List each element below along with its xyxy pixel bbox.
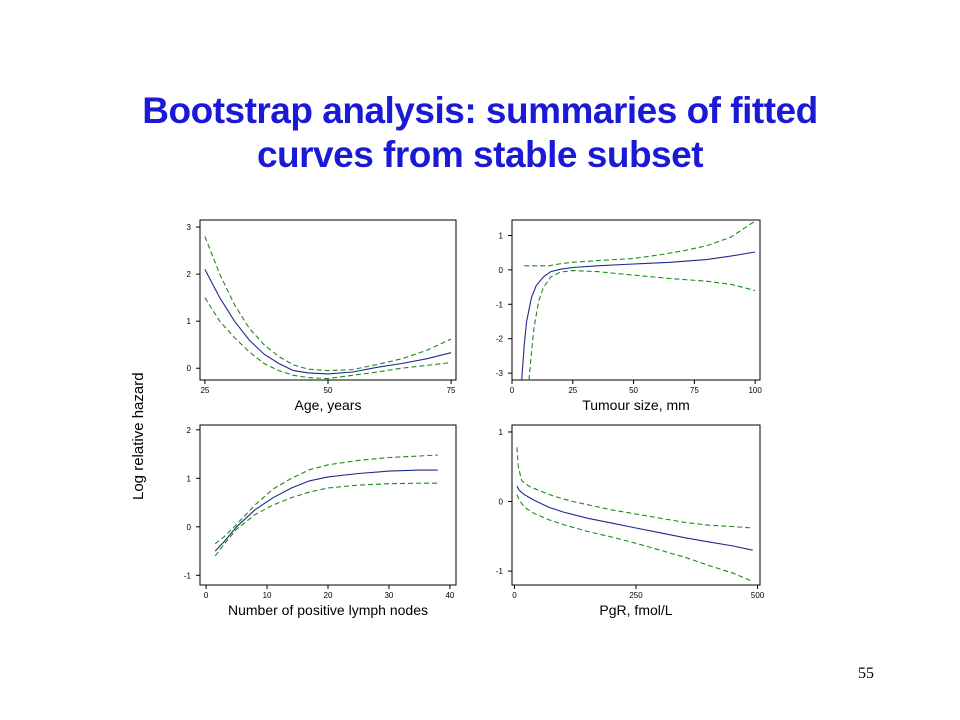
x-axis-label: PgR, fmol/L [599, 602, 672, 618]
confidence-band-curve [214, 482, 438, 557]
x-tick-label: 50 [324, 386, 333, 395]
y-tick-label: -1 [184, 571, 192, 580]
y-tick-label: -2 [496, 335, 504, 344]
y-tick-label: 1 [499, 231, 504, 240]
slide-title-line1: Bootstrap analysis: summaries of fitted [142, 90, 818, 131]
x-tick-label: 500 [751, 591, 765, 600]
y-tick-label: 2 [187, 426, 192, 435]
fitted-curve [516, 485, 753, 551]
x-tick-label: 30 [384, 591, 393, 600]
y-tick-label: -3 [496, 369, 504, 378]
confidence-band-curve [516, 494, 753, 583]
confidence-band-curve [524, 220, 756, 267]
y-tick-label: -1 [496, 300, 504, 309]
y-tick-label: 1 [187, 474, 192, 483]
x-tick-label: 20 [324, 591, 333, 600]
y-tick-label: 0 [187, 364, 192, 373]
fitted-curve [214, 469, 438, 552]
confidence-band-curve [528, 270, 756, 380]
y-tick-label: 0 [187, 523, 192, 532]
x-tick-label: 250 [629, 591, 643, 600]
fitted-curve [521, 251, 756, 380]
page-number: 55 [858, 665, 874, 682]
x-tick-label: 0 [204, 591, 209, 600]
fitted-curve [204, 269, 452, 375]
y-tick-label: 1 [499, 428, 504, 437]
y-tick-label: 0 [499, 498, 504, 507]
x-tick-label: 100 [748, 386, 762, 395]
slide-title-line2: curves from stable subset [256, 134, 704, 175]
plot-frame [511, 424, 761, 586]
chart-panel-3: 0 10 20 30 40 -1 0 1 2 Number of positive lymph n… [184, 424, 457, 618]
y-tick-label: 1 [187, 317, 192, 326]
x-tick-label: 0 [512, 591, 517, 600]
plot-frame [199, 424, 457, 586]
confidence-band-curve [214, 454, 438, 545]
x-tick-label: 25 [568, 386, 577, 395]
y-tick-label: 3 [187, 223, 192, 232]
y-tick-label: -1 [496, 567, 504, 576]
x-axis-label: Age, years [295, 397, 362, 413]
plot-frame [199, 219, 457, 381]
x-tick-label: 50 [629, 386, 638, 395]
x-tick-label: 40 [445, 591, 454, 600]
chart-panel-2: 0 25 50 75 100 -3 -2 -1 0 1 Tumour size, mm [496, 219, 762, 413]
x-axis-label: Tumour size, mm [582, 397, 690, 413]
x-tick-label: 25 [200, 386, 209, 395]
confidence-band-curve [204, 297, 452, 380]
x-axis-label: Number of positive lymph nodes [228, 602, 428, 618]
chart-panel-4: 0 250 500 -1 0 1 PgR, fmol/L [496, 424, 765, 618]
y-tick-label: 2 [187, 270, 192, 279]
y-tick-label: 0 [499, 266, 504, 275]
x-tick-label: 75 [690, 386, 699, 395]
confidence-band-curve [516, 447, 753, 529]
x-tick-label: 10 [263, 591, 272, 600]
x-tick-label: 0 [510, 386, 515, 395]
chart-panel-1: 25 50 75 0 1 2 3 Age, years [187, 219, 457, 413]
confidence-band-curve [204, 236, 452, 372]
plot-frame [511, 219, 761, 381]
x-tick-label: 75 [447, 386, 456, 395]
